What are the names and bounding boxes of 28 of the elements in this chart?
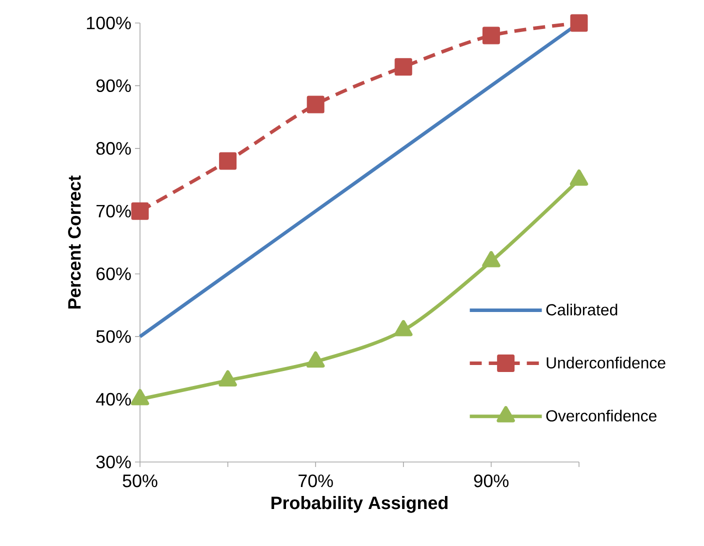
point <box>394 58 412 76</box>
x-tick-label: 90% <box>474 474 509 488</box>
y-tick-label: 40% <box>96 392 131 406</box>
point <box>219 152 237 170</box>
point <box>570 170 588 186</box>
point <box>570 14 588 32</box>
legend-label: Underconfidence <box>546 356 666 368</box>
point <box>482 251 500 268</box>
point <box>131 202 149 220</box>
y-tick-label: 50% <box>96 330 131 343</box>
legend-label: Overconfidence <box>546 410 656 422</box>
y-tick-label: 70% <box>96 204 131 218</box>
y-tick-label: 30% <box>96 456 131 468</box>
y-axis-title: Percent Correct <box>68 175 81 309</box>
y-tick-label: 80% <box>96 142 131 155</box>
legend-label: Calibrated <box>546 304 618 316</box>
x-tick-label: 50% <box>122 474 158 488</box>
x-tick-label: 70% <box>298 474 333 488</box>
point <box>482 26 500 44</box>
point <box>306 96 324 114</box>
point <box>130 389 150 406</box>
y-tick-label: 90% <box>96 79 131 92</box>
point <box>306 351 325 368</box>
x-axis-title: Probability Assigned <box>272 496 448 513</box>
point <box>394 320 413 336</box>
y-tick-label: 100% <box>86 16 131 30</box>
y-tick-label: 60% <box>96 267 131 280</box>
point <box>218 370 237 386</box>
